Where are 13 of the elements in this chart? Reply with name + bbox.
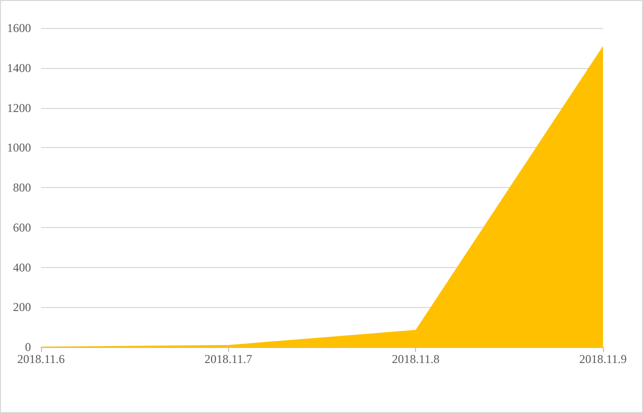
y-tick-label: 200 bbox=[13, 300, 31, 314]
y-tick-label: 1600 bbox=[7, 21, 31, 35]
y-tick-label: 1000 bbox=[7, 140, 31, 155]
y-tick-label: 0 bbox=[25, 340, 31, 354]
y-tick-label: 1400 bbox=[7, 60, 31, 75]
y-tick-label: 400 bbox=[13, 260, 31, 274]
x-tick-label: 2018.11.6 bbox=[17, 352, 65, 366]
y-tick-label: 1200 bbox=[7, 100, 31, 115]
x-tick-label: 2018.11.7 bbox=[204, 352, 252, 366]
x-tick-label: 2018.11.9 bbox=[579, 352, 627, 366]
y-tick-label: 600 bbox=[13, 220, 31, 234]
x-tick-label: 2018.11.8 bbox=[392, 352, 440, 366]
y-tick-label: 800 bbox=[13, 180, 31, 194]
